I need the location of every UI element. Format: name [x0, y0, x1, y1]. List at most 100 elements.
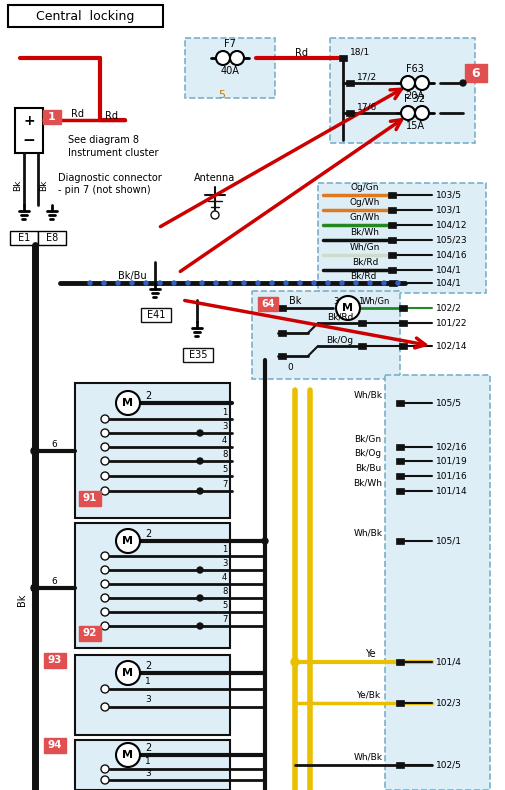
Circle shape — [101, 594, 109, 602]
Text: 101/14: 101/14 — [435, 487, 467, 495]
Bar — [395, 700, 403, 706]
Circle shape — [31, 447, 39, 455]
Text: 40A: 40A — [220, 66, 239, 76]
Text: Bk/Bu: Bk/Bu — [118, 271, 146, 281]
Text: Instrument cluster: Instrument cluster — [68, 148, 158, 158]
Circle shape — [130, 281, 134, 285]
Bar — [395, 444, 403, 450]
Bar — [387, 252, 395, 258]
Circle shape — [31, 584, 39, 592]
Text: M: M — [122, 398, 133, 408]
Text: 2: 2 — [145, 743, 151, 753]
Circle shape — [101, 429, 109, 437]
Bar — [15, 108, 43, 153]
Text: 1: 1 — [222, 544, 227, 554]
Circle shape — [354, 281, 358, 285]
Text: 101/22: 101/22 — [435, 318, 467, 328]
Circle shape — [414, 76, 428, 90]
Circle shape — [339, 281, 343, 285]
Text: M: M — [342, 303, 353, 313]
Text: 4: 4 — [222, 435, 227, 445]
Bar — [75, 655, 230, 735]
Circle shape — [216, 51, 230, 65]
Text: Bk/Gn: Bk/Gn — [354, 435, 381, 443]
Circle shape — [102, 281, 106, 285]
Circle shape — [325, 281, 329, 285]
Circle shape — [116, 391, 140, 415]
Circle shape — [116, 529, 140, 553]
Bar — [75, 523, 230, 648]
Circle shape — [230, 51, 243, 65]
Bar — [464, 64, 486, 82]
Text: Rd: Rd — [105, 111, 118, 121]
Text: Bk/Rd: Bk/Rd — [349, 272, 375, 280]
Text: 2: 2 — [145, 391, 151, 401]
Text: 7: 7 — [222, 615, 227, 623]
Circle shape — [101, 776, 109, 784]
Circle shape — [101, 566, 109, 574]
Text: M: M — [122, 668, 133, 678]
Bar — [185, 38, 274, 98]
Text: Bk: Bk — [288, 296, 300, 306]
Circle shape — [186, 281, 189, 285]
Circle shape — [241, 281, 245, 285]
Text: 3: 3 — [222, 559, 227, 567]
Circle shape — [88, 281, 92, 285]
Text: 102/2: 102/2 — [435, 303, 461, 313]
Circle shape — [101, 552, 109, 560]
Text: 5: 5 — [222, 465, 227, 473]
Bar — [395, 762, 403, 768]
Text: 1: 1 — [222, 408, 227, 416]
Bar — [10, 231, 38, 245]
Text: Og/Wh: Og/Wh — [349, 198, 379, 206]
Circle shape — [459, 80, 465, 86]
Text: Wh/Bk: Wh/Bk — [353, 753, 382, 762]
Bar — [38, 231, 66, 245]
Text: 5: 5 — [222, 600, 227, 610]
Circle shape — [414, 106, 428, 120]
Text: 0: 0 — [286, 363, 292, 371]
Circle shape — [172, 281, 176, 285]
Text: 104/1: 104/1 — [435, 265, 461, 274]
Text: Wh/Bk: Wh/Bk — [353, 390, 382, 400]
Circle shape — [367, 281, 371, 285]
Circle shape — [400, 106, 414, 120]
Bar — [317, 183, 485, 293]
Circle shape — [290, 658, 298, 666]
Text: 94: 94 — [47, 740, 62, 750]
Text: M: M — [122, 536, 133, 546]
Text: See diagram 8: See diagram 8 — [68, 135, 139, 145]
Text: 105/23: 105/23 — [435, 235, 467, 244]
Text: M: M — [122, 750, 133, 760]
Text: 17/2: 17/2 — [357, 73, 376, 81]
Bar — [387, 222, 395, 228]
Text: 101/4: 101/4 — [435, 657, 461, 667]
Circle shape — [116, 661, 140, 685]
Text: 8: 8 — [222, 450, 227, 458]
Text: E1: E1 — [18, 233, 30, 243]
Text: 4: 4 — [222, 573, 227, 581]
Bar — [277, 330, 285, 336]
Text: 17/6: 17/6 — [357, 103, 377, 111]
Bar — [395, 659, 403, 665]
Bar — [395, 538, 403, 544]
Text: Bk/Bu: Bk/Bu — [354, 464, 380, 472]
Text: 15A: 15A — [405, 121, 424, 131]
Bar — [384, 375, 489, 790]
Text: Rd: Rd — [71, 109, 84, 119]
Circle shape — [101, 765, 109, 773]
Circle shape — [400, 76, 414, 90]
Bar — [395, 473, 403, 479]
Bar — [387, 192, 395, 198]
Text: E35: E35 — [188, 350, 207, 360]
Text: Bk/Wh: Bk/Wh — [353, 479, 382, 487]
Bar — [398, 320, 406, 326]
Bar — [258, 297, 277, 311]
Text: Wh/Gn: Wh/Gn — [349, 243, 379, 251]
Text: 3: 3 — [145, 695, 150, 705]
Text: 105/5: 105/5 — [435, 398, 461, 408]
Bar — [277, 353, 285, 359]
Text: 8: 8 — [222, 586, 227, 596]
Bar — [398, 343, 406, 349]
Circle shape — [116, 281, 120, 285]
